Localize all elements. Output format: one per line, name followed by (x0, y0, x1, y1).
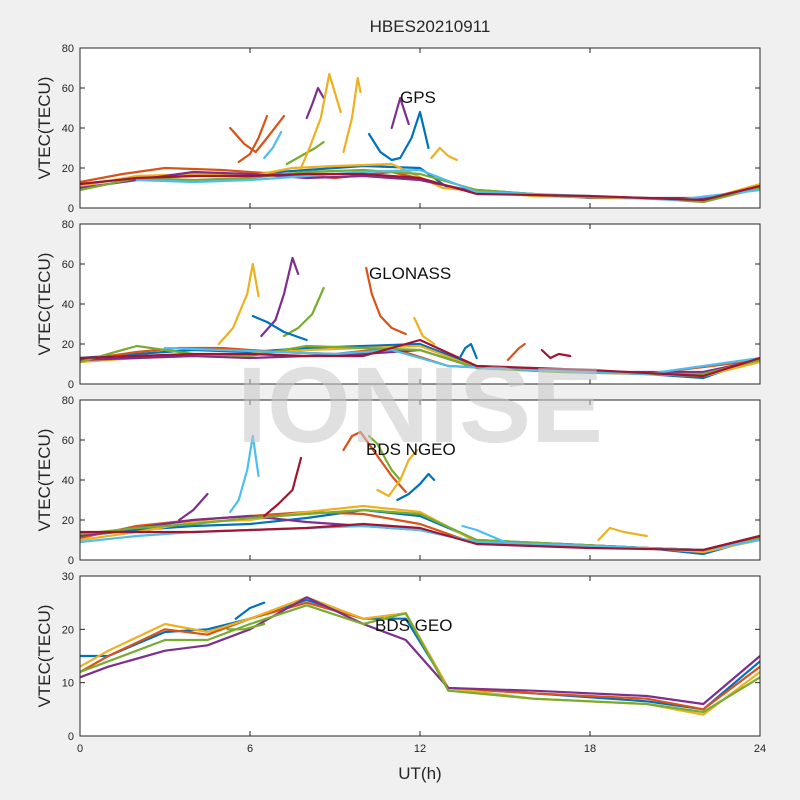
series-line-6 (80, 524, 760, 552)
series-line-8 (178, 492, 209, 522)
panel-2: 0 20 40 60 80 VTEC(TECU) GLONASS (35, 219, 761, 391)
series-line-11 (342, 430, 407, 494)
plot-area (80, 48, 760, 208)
series-line-13 (299, 72, 342, 170)
y-tick-label: 30 (62, 571, 74, 583)
y-tick-label: 20 (62, 515, 74, 527)
y-tick-label: 40 (62, 475, 74, 487)
y-tick-label: 40 (62, 299, 74, 311)
panel-4: 0 6 12 18 24 0 10 20 30 VTEC(TECU) BDS GEO (35, 571, 766, 755)
series-line-15 (506, 342, 526, 362)
panel-label: GPS (400, 88, 436, 107)
series-line-15 (367, 110, 430, 162)
x-tick-label: 6 (247, 743, 253, 755)
series-line-12 (365, 266, 407, 336)
y-axis-label: VTEC(TECU) (35, 605, 54, 708)
y-tick-label: 60 (62, 83, 74, 95)
y-tick-label: 60 (62, 435, 74, 447)
series-line-7 (80, 338, 760, 378)
x-tick-label: 0 (77, 743, 83, 755)
series-line-15 (461, 524, 507, 544)
series-group (80, 596, 760, 716)
y-tick-label: 0 (68, 555, 74, 567)
series-line-8 (229, 114, 286, 154)
series-line-10 (282, 286, 325, 338)
series-line-10 (263, 456, 303, 518)
figure-title: HBES20210911 (370, 17, 491, 36)
panel-1: 0 20 40 60 80 VTEC(TECU) GPS (35, 43, 761, 215)
y-tick-label: 80 (62, 395, 74, 407)
series-line-7 (80, 522, 760, 552)
series-line-14 (342, 76, 362, 154)
panel-label: BDS GEO (375, 616, 452, 635)
panel-label: BDS NGEO (366, 440, 456, 459)
y-axis-label: VTEC(TECU) (35, 429, 54, 532)
series-line-16 (597, 526, 648, 542)
series-line-7 (80, 172, 760, 202)
y-tick-label: 20 (62, 163, 74, 175)
series-line-10 (263, 130, 283, 160)
series-line-12 (305, 86, 325, 120)
series-line-14 (396, 472, 436, 502)
series-line-9 (237, 114, 269, 164)
series-line-5 (80, 604, 760, 714)
x-axis-label: UT(h) (398, 764, 441, 783)
series-line-11 (251, 314, 308, 342)
series-line-9 (229, 434, 260, 514)
panel-3: 0 20 40 60 80 VTEC(TECU) BDS NGEO (35, 395, 761, 567)
series-line-12 (367, 434, 402, 482)
y-tick-label: 80 (62, 43, 74, 55)
x-tick-label: 18 (584, 743, 596, 755)
series-group (80, 430, 760, 556)
series-line-17 (430, 146, 458, 162)
series-line-7 (226, 622, 266, 631)
y-tick-label: 40 (62, 123, 74, 135)
series-line-13 (413, 316, 436, 346)
y-tick-label: 60 (62, 259, 74, 271)
y-axis-label: VTEC(TECU) (35, 77, 54, 180)
x-tick-label: 12 (414, 743, 426, 755)
series-line-8 (217, 262, 260, 346)
y-axis-label: VTEC(TECU) (35, 253, 54, 356)
y-tick-label: 10 (62, 678, 74, 690)
series-group (80, 256, 760, 380)
y-tick-label: 0 (68, 731, 74, 743)
series-group (80, 72, 760, 204)
y-tick-label: 0 (68, 203, 74, 215)
series-line-6 (234, 601, 266, 620)
plot-area (80, 400, 760, 560)
y-tick-label: 0 (68, 379, 74, 391)
series-line-6 (163, 346, 760, 376)
series-line-14 (458, 342, 478, 360)
series-line-2 (80, 166, 436, 184)
series-line-13 (376, 448, 419, 498)
series-line-16 (540, 348, 572, 360)
watermark-text: IONISE (237, 344, 603, 465)
x-tick-label: 24 (754, 743, 766, 755)
y-tick-label: 80 (62, 219, 74, 231)
y-tick-label: 20 (62, 624, 74, 636)
y-tick-label: 20 (62, 339, 74, 351)
panel-label: GLONASS (369, 264, 451, 283)
series-line-16 (390, 96, 410, 130)
